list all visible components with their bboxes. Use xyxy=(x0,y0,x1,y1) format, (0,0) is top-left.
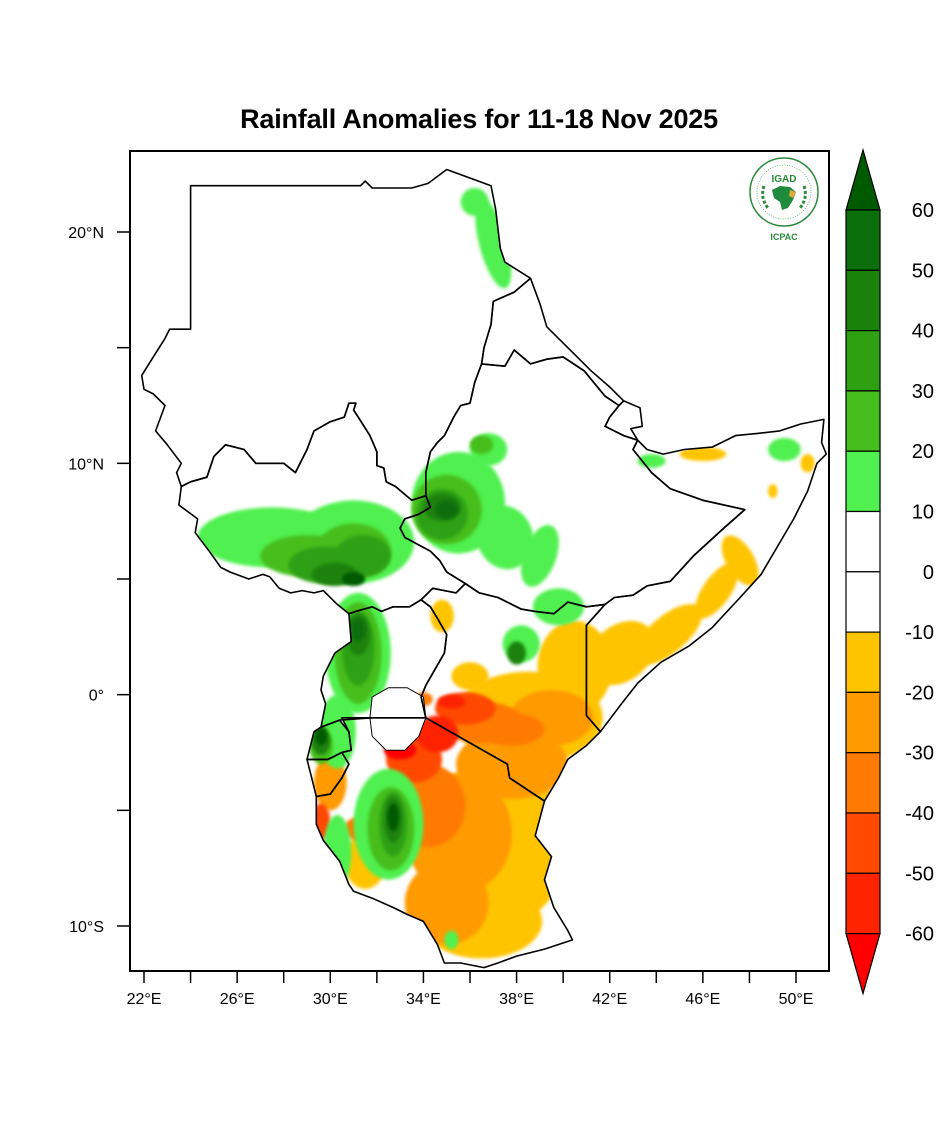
colorbar: 60 50 40 30 20 10 0 -10 -20 -30 -40 -50 -60 xyxy=(845,147,934,996)
logo-icpac-text: ICPAC xyxy=(770,232,798,242)
dry-anomaly-area xyxy=(633,604,703,665)
dry-anomaly-area xyxy=(721,535,759,586)
colorbar-level-label: 30 xyxy=(912,381,934,403)
axes: 22°E 26°E 30°E 34°E 38°E 42°E 46°E 50°E 20°N 10°N… xyxy=(68,225,813,1008)
anomaly-fill-layer xyxy=(197,188,815,959)
wet-anomaly-area xyxy=(521,525,559,587)
dry-anomaly-area xyxy=(694,562,739,619)
y-tick-label: 10°S xyxy=(69,919,104,936)
wet-anomaly-area xyxy=(460,188,489,216)
colorbar-level-label: 50 xyxy=(912,260,934,282)
dry-anomaly-area xyxy=(451,662,489,691)
dry-anomaly-area xyxy=(479,713,545,746)
x-tick-label: 34°E xyxy=(406,991,441,1008)
x-tick-label: 26°E xyxy=(220,991,255,1008)
colorbar-bin xyxy=(845,269,881,332)
dry-anomaly-area xyxy=(587,620,656,686)
colorbar-bin xyxy=(845,450,881,513)
igad-icpac-logo: IGAD ICPAC xyxy=(746,156,822,244)
dry-anomaly-area xyxy=(314,754,347,811)
colorbar-level-label: 0 xyxy=(923,562,934,584)
colorbar-bin xyxy=(845,209,881,271)
map-title: Rainfall Anomalies for 11-18 Nov 2025 xyxy=(240,104,718,134)
colorbar-extend-min xyxy=(845,933,881,996)
colorbar-level-label: -60 xyxy=(905,924,934,946)
colorbar-level-label: 60 xyxy=(912,200,934,222)
lake-victoria xyxy=(369,687,427,751)
x-tick-label: 46°E xyxy=(685,991,720,1008)
logo-inner-ring-icon xyxy=(756,164,812,220)
dry-anomaly-area xyxy=(430,599,454,633)
border-tanzania xyxy=(315,717,574,969)
colorbar-bin xyxy=(845,812,881,874)
plot-frame xyxy=(129,150,830,972)
horn-of-africa-icon xyxy=(789,190,796,198)
colorbar-bin xyxy=(845,872,881,935)
dry-anomaly-area xyxy=(437,694,466,709)
colorbar-level-label: -40 xyxy=(905,803,934,825)
colorbar-level-label: -20 xyxy=(905,682,934,704)
wet-anomaly-area xyxy=(351,618,366,642)
wet-anomaly-area xyxy=(469,435,494,454)
colorbar-bin xyxy=(845,571,881,633)
dry-anomaly-area xyxy=(416,715,459,753)
colorbar-bin xyxy=(845,390,881,452)
x-tick-label: 50°E xyxy=(779,991,814,1008)
wet-anomaly-area xyxy=(476,505,534,570)
dry-anomaly-area xyxy=(679,447,727,461)
colorbar-bin xyxy=(845,691,881,754)
border-somalia xyxy=(585,418,828,733)
colorbar-bin xyxy=(845,330,881,392)
colorbar-bin xyxy=(845,631,881,693)
logo-igad-text: IGAD xyxy=(772,174,797,185)
dry-anomaly-area xyxy=(404,861,489,945)
wet-anomaly-area xyxy=(475,198,512,289)
wet-anomaly-area xyxy=(532,588,585,626)
x-tick-label: 30°E xyxy=(313,991,348,1008)
wet-anomaly-area xyxy=(315,727,327,746)
colorbar-extend-max xyxy=(845,147,881,211)
dry-anomaly-area xyxy=(800,454,815,473)
x-tick-label: 38°E xyxy=(499,991,534,1008)
border-djibouti xyxy=(604,400,644,441)
wet-anomaly-area xyxy=(507,641,526,665)
y-tick-label: 20°N xyxy=(68,225,104,242)
laurel-icon xyxy=(761,185,807,209)
colorbar-level-label: -30 xyxy=(905,743,934,765)
colorbar-level-label: -50 xyxy=(905,863,934,885)
wet-anomaly-area xyxy=(444,930,459,950)
colorbar-level-label: -10 xyxy=(905,622,934,644)
colorbar-bin xyxy=(845,752,881,814)
wet-anomaly-area xyxy=(435,500,459,519)
colorbar-level-label: 20 xyxy=(912,441,934,463)
colorbar-level-label: 40 xyxy=(912,321,934,343)
wet-anomaly-area xyxy=(387,803,400,832)
country-borders xyxy=(140,168,828,969)
x-tick-label: 22°E xyxy=(127,991,162,1008)
colorbar-level-label: 10 xyxy=(912,502,934,524)
y-tick-label: 10°N xyxy=(68,456,104,473)
x-tick-label: 42°E xyxy=(592,991,627,1008)
dry-anomaly-area xyxy=(768,484,778,498)
colorbar-bin xyxy=(845,510,881,573)
wet-anomaly-area xyxy=(768,437,801,462)
y-tick-label: 0° xyxy=(89,688,104,705)
border-uganda xyxy=(320,599,448,728)
wet-anomaly-area xyxy=(341,572,366,586)
